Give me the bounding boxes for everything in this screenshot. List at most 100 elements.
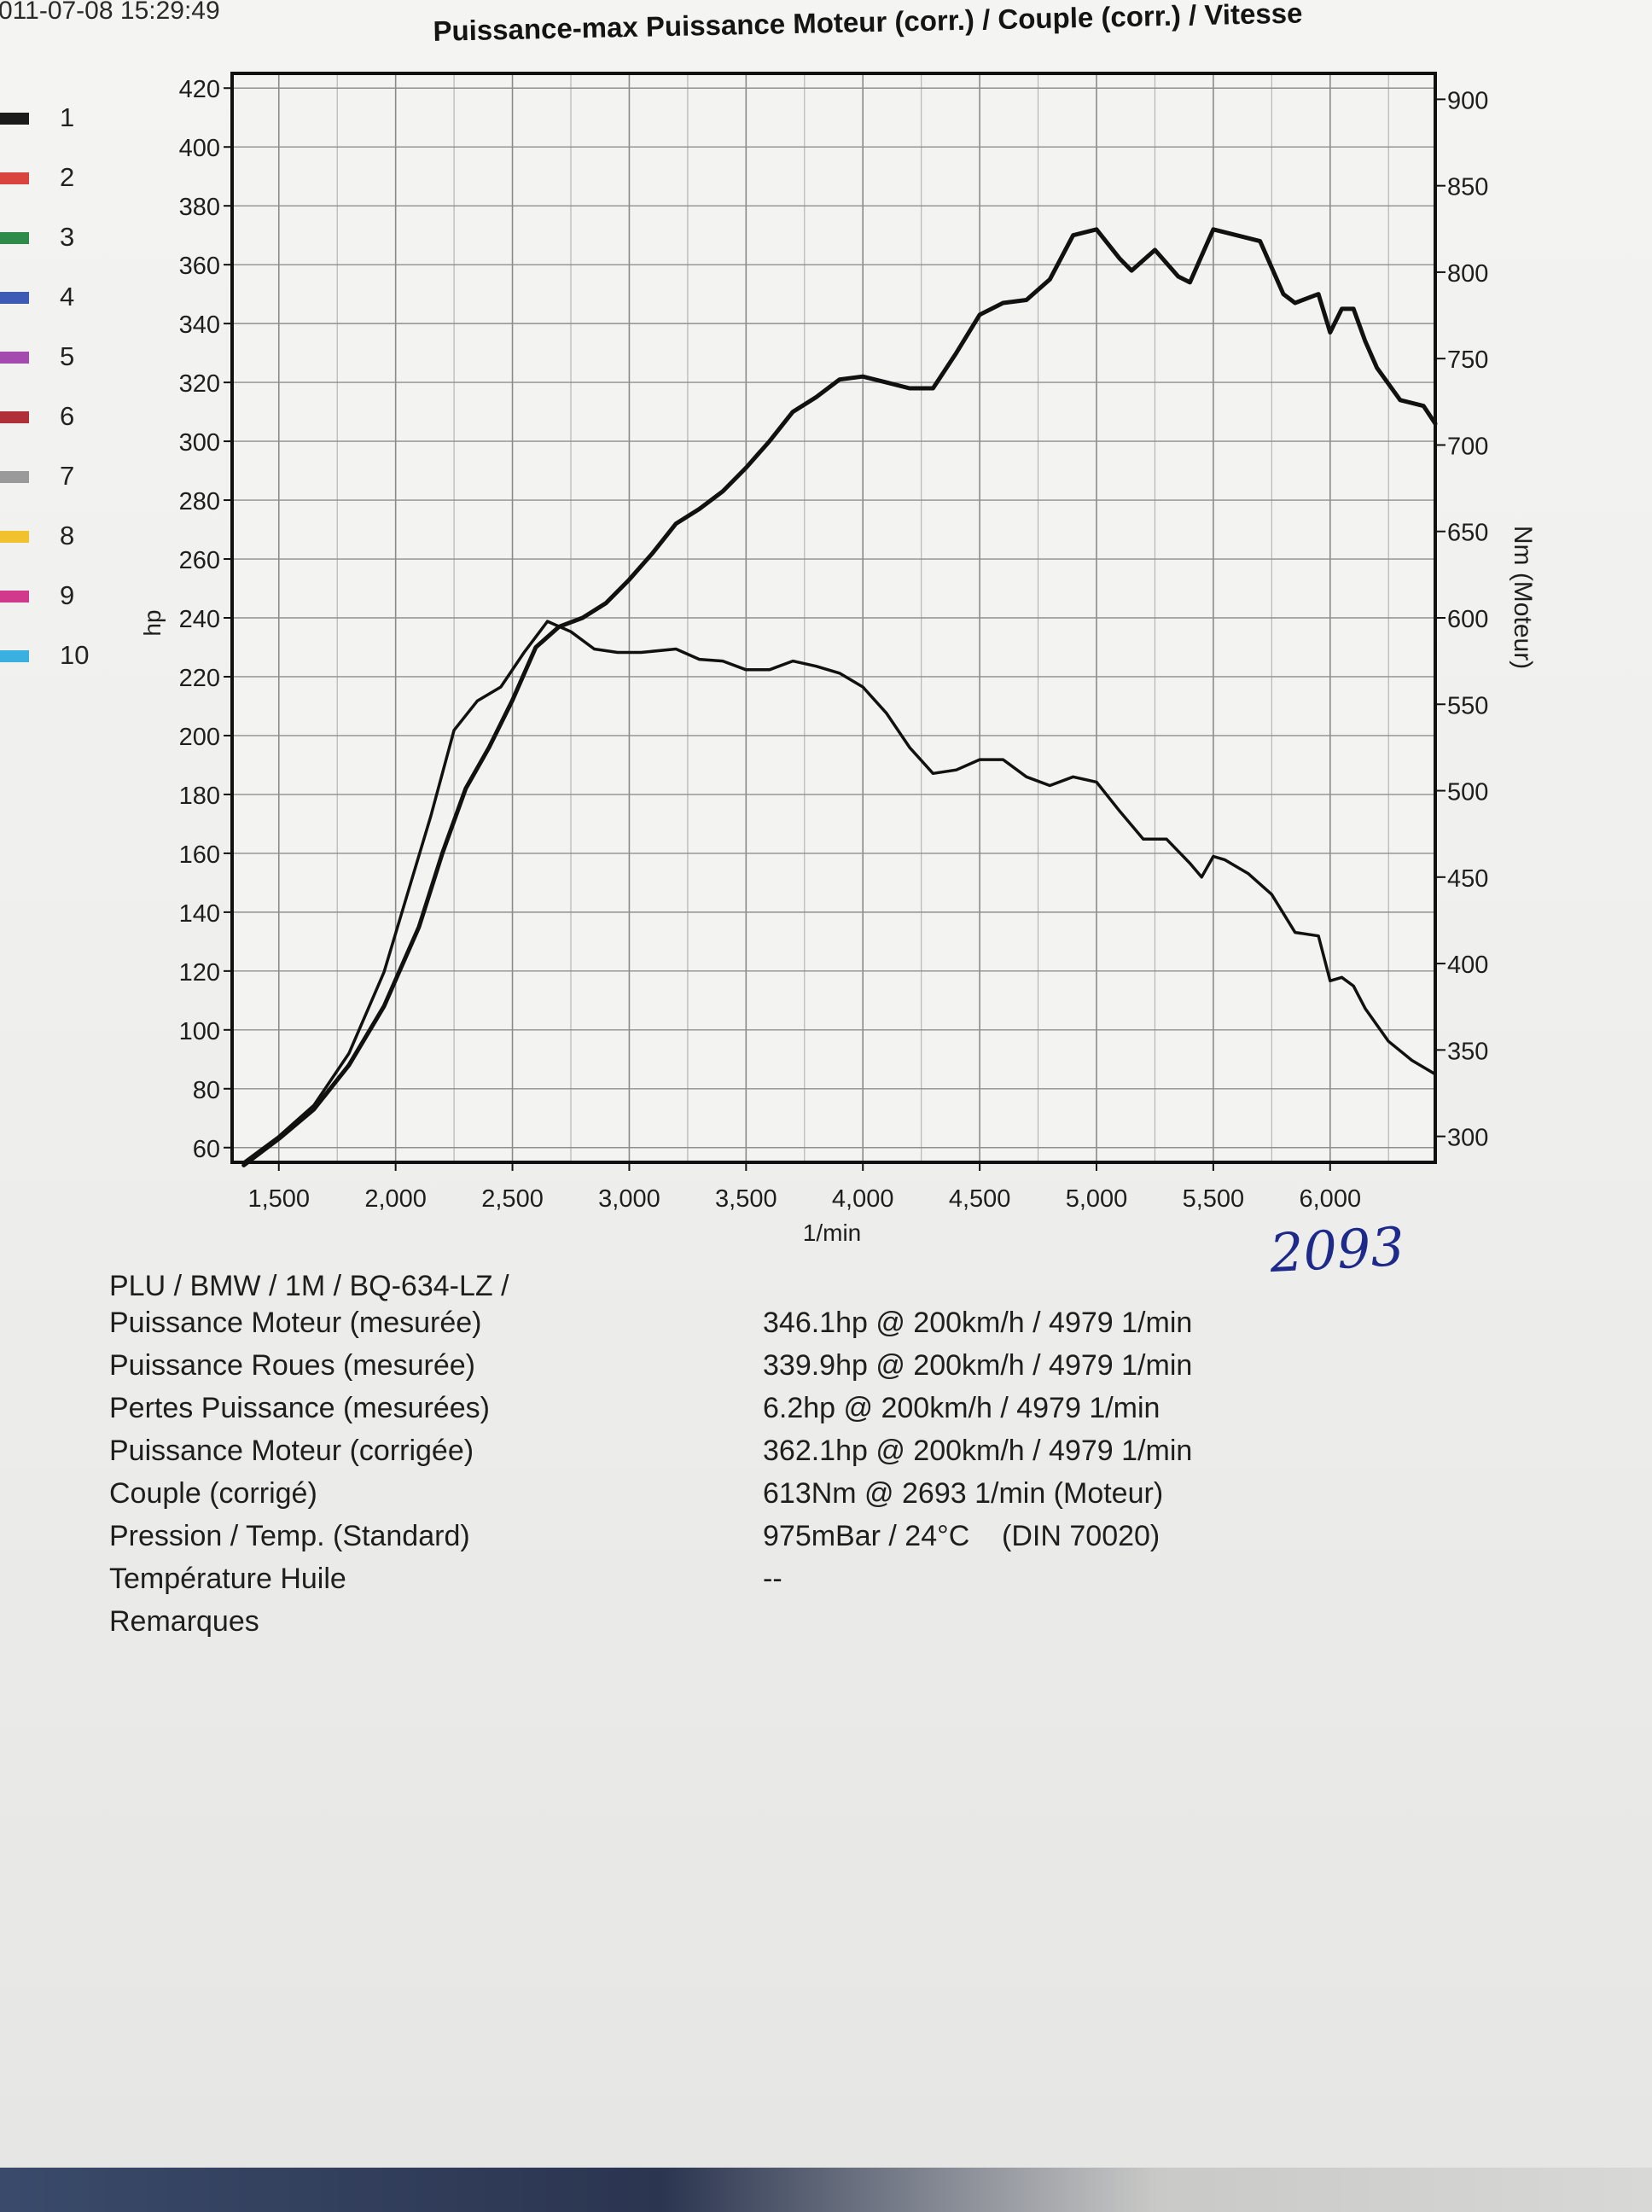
x-tick-label: 6,000: [1300, 1185, 1362, 1213]
report-row: Puissance Moteur (corrigée) 362.1hp @ 200…: [109, 1435, 1475, 1477]
chart-title: Puissance-max Puissance Moteur (corr.) /…: [433, 0, 1303, 47]
report-value: 975mBar / 24°C (DIN 70020): [763, 1520, 1160, 1552]
torque-curve-line: [241, 620, 1437, 1164]
y-right-tick-label: 800: [1447, 260, 1488, 288]
legend-swatch: [0, 531, 29, 543]
y-right-tick-label: 900: [1447, 87, 1488, 114]
y-left-tick-label: 100: [179, 1018, 220, 1045]
legend-swatch: [0, 292, 29, 304]
legend-swatch: [0, 650, 29, 662]
x-tick-label: 2,500: [481, 1185, 544, 1213]
y-left-tick-label: 360: [179, 253, 220, 280]
y-right-tick-label: 600: [1447, 606, 1488, 633]
vehicle-identifier: PLU / BMW / 1M / BQ-634-LZ /: [109, 1270, 509, 1302]
y-left-tick-label: 80: [193, 1077, 220, 1104]
floor-background: [0, 2168, 1652, 2212]
report-value: --: [763, 1563, 782, 1595]
dyno-report: PLU / BMW / 1M / BQ-634-LZ / Puissance M…: [109, 1270, 1475, 1648]
report-row: Puissance Roues (mesurée) 339.9hp @ 200km…: [109, 1349, 1475, 1392]
report-value: 6.2hp @ 200km/h / 4979 1/min: [763, 1392, 1160, 1424]
y-left-tick-label: 420: [179, 76, 220, 103]
x-tick-label: 1,500: [247, 1185, 310, 1213]
x-tick-label: 2,000: [364, 1185, 427, 1213]
legend-item: 7: [0, 459, 137, 493]
report-value: 339.9hp @ 200km/h / 4979 1/min: [763, 1349, 1193, 1382]
report-row: Pertes Puissance (mesurées) 6.2hp @ 200km…: [109, 1392, 1475, 1435]
report-row: Puissance Moteur (mesurée) 346.1hp @ 200k…: [109, 1307, 1475, 1349]
x-tick-label: 4,500: [949, 1185, 1011, 1213]
x-tick-label: 3,000: [598, 1185, 660, 1213]
y-left-tick-label: 160: [179, 841, 220, 869]
y-left-tick-label: 260: [179, 547, 220, 574]
y-left-tick-label: 300: [179, 429, 220, 457]
report-row: Couple (corrigé) 613Nm @ 2693 1/min (Mote…: [109, 1477, 1475, 1520]
report-label: Remarques: [109, 1605, 259, 1638]
y-right-tick-label: 650: [1447, 520, 1488, 547]
x-tick-label: 5,500: [1183, 1185, 1245, 1213]
y-left-tick-label: 240: [179, 606, 220, 633]
y-right-axis-label: Nm (Moteur): [1509, 526, 1537, 669]
legend-item: 10: [0, 638, 137, 672]
y-right-tick-label: 750: [1447, 346, 1488, 374]
report-label: Puissance Roues (mesurée): [109, 1349, 475, 1382]
report-label: Pression / Temp. (Standard): [109, 1520, 470, 1552]
x-tick-label: 5,000: [1066, 1185, 1128, 1213]
legend-label: 8: [60, 521, 75, 550]
legend-item: 3: [0, 220, 137, 254]
y-right-tick-label: 700: [1447, 433, 1488, 460]
report-row: Température Huile --: [109, 1563, 1475, 1605]
legend-label: 2: [60, 162, 75, 192]
y-left-tick-label: 280: [179, 488, 220, 515]
y-left-tick-label: 380: [179, 194, 220, 221]
report-value: 613Nm @ 2693 1/min (Moteur): [763, 1477, 1164, 1510]
y-left-tick-label: 140: [179, 900, 220, 928]
legend-item: 1: [0, 101, 137, 135]
legend-item: 2: [0, 160, 137, 195]
y-right-tick-label: 300: [1447, 1125, 1488, 1152]
print-timestamp: 011-07-08 15:29:49: [0, 0, 220, 25]
legend-swatch: [0, 591, 29, 602]
y-left-tick-label: 60: [193, 1136, 220, 1163]
report-rows: Puissance Moteur (mesurée) 346.1hp @ 200k…: [109, 1307, 1475, 1648]
y-right-tick-label: 450: [1447, 865, 1488, 893]
legend-label: 4: [60, 282, 75, 311]
legend-swatch: [0, 172, 29, 184]
dyno-chart: 60 80 100 120 140 160 180 200 220 240 260 280 300 320…: [139, 0, 1537, 1246]
report-row: Pression / Temp. (Standard) 975mBar / 24°…: [109, 1520, 1475, 1563]
legend-item: 8: [0, 519, 137, 553]
x-tick-label: 3,500: [715, 1185, 777, 1213]
y-left-axis-label: hp: [139, 609, 166, 636]
report-label: Température Huile: [109, 1563, 346, 1595]
legend-swatch: [0, 113, 29, 125]
y-right-tick-label: 850: [1447, 174, 1488, 201]
legend-label: 9: [60, 580, 75, 610]
legend-item: 4: [0, 280, 137, 314]
report-value: 362.1hp @ 200km/h / 4979 1/min: [763, 1435, 1193, 1467]
y-right-tick-label: 550: [1447, 692, 1488, 719]
y-left-tick-label: 400: [179, 135, 220, 162]
legend-item: 5: [0, 340, 137, 374]
report-label: Puissance Moteur (corrigée): [109, 1435, 474, 1467]
legend-item: 9: [0, 579, 137, 613]
report-row: Remarques: [109, 1605, 1475, 1648]
legend-swatch: [0, 232, 29, 244]
legend-item: 6: [0, 399, 137, 434]
y-left-tick-label: 200: [179, 724, 220, 751]
legend-label: 5: [60, 341, 75, 371]
report-value: 346.1hp @ 200km/h / 4979 1/min: [763, 1307, 1193, 1339]
y-right-tick-label: 350: [1447, 1038, 1488, 1065]
legend-swatch: [0, 471, 29, 483]
legend-label: 6: [60, 401, 75, 431]
y-right-tick-label: 400: [1447, 952, 1488, 979]
legend-label: 10: [60, 640, 90, 670]
x-tick-label: 4,000: [832, 1185, 894, 1213]
power-curve-line: [241, 227, 1438, 1167]
report-label: Puissance Moteur (mesurée): [109, 1307, 482, 1339]
x-axis-label: 1/min: [803, 1220, 861, 1246]
legend-swatch: [0, 352, 29, 364]
legend-swatch: [0, 411, 29, 423]
report-label: Pertes Puissance (mesurées): [109, 1392, 490, 1424]
legend-label: 1: [60, 102, 75, 132]
y-left-tick-label: 320: [179, 370, 220, 398]
